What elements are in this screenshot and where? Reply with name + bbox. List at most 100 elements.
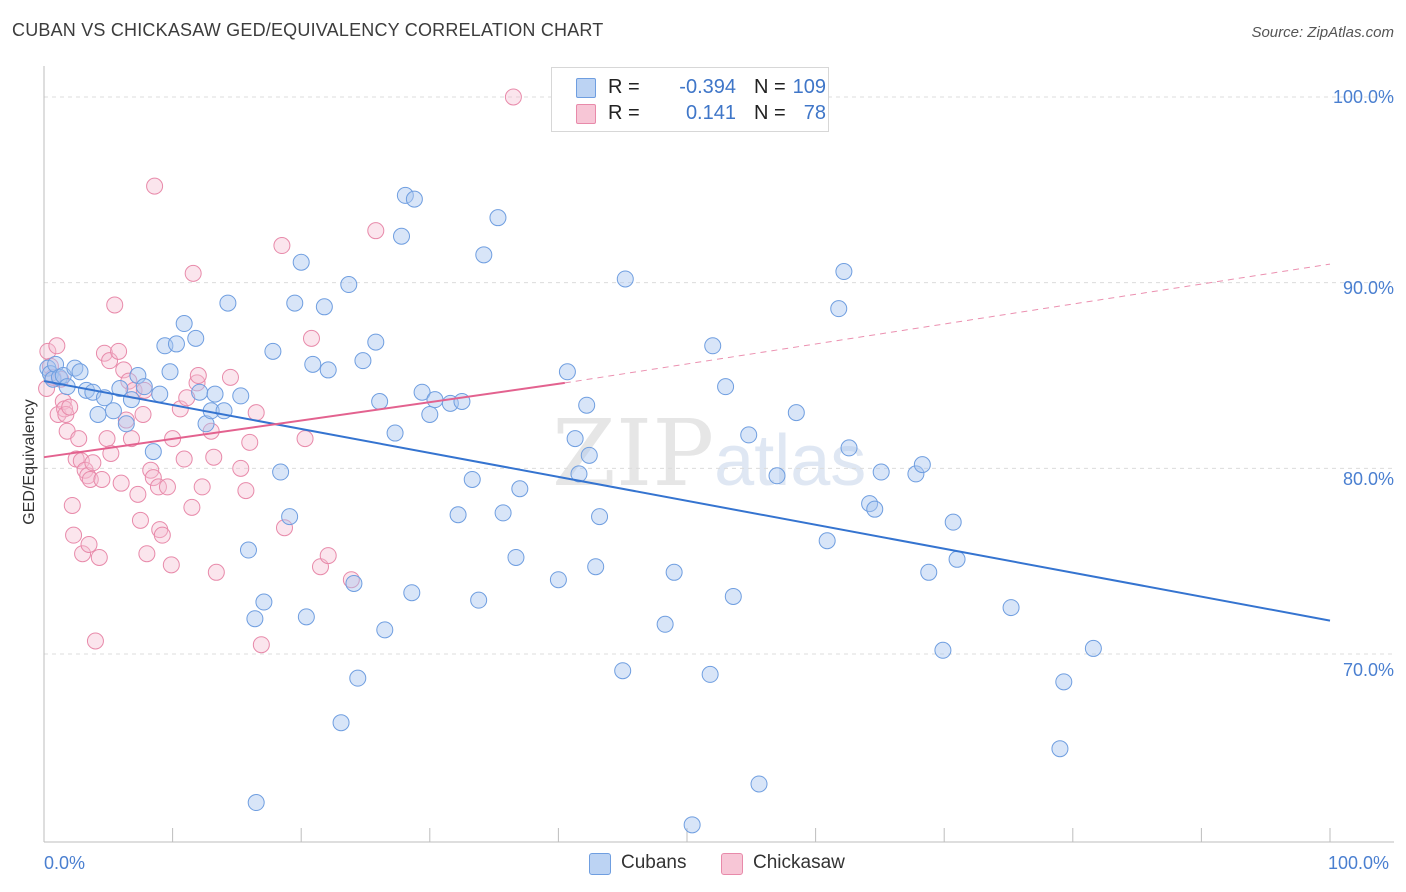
chickasaw-point-69 xyxy=(275,519,293,537)
cubans-point-78 xyxy=(587,558,605,576)
cubans-point-48 xyxy=(345,574,363,592)
cubans-point-36 xyxy=(255,593,273,611)
y-tick-label-90: 90.0% xyxy=(1342,278,1394,298)
cubans-point-89 xyxy=(740,426,758,444)
watermark-zip: ZIP xyxy=(552,400,715,507)
cubans-point-24 xyxy=(175,315,193,333)
correlation-legend: R = -0.394 N = 109 R = 0.141 N = 78 xyxy=(551,67,829,132)
cubans-point-19 xyxy=(144,443,162,461)
cubans-point-8 xyxy=(71,363,89,381)
cubans-point-29 xyxy=(206,385,224,403)
cubans-point-108 xyxy=(1051,740,1069,758)
chickasaw-point-76 xyxy=(504,88,522,106)
chickasaw-point-15 xyxy=(70,430,88,448)
cubans-point-50 xyxy=(354,352,372,370)
cubans-point-71 xyxy=(511,480,529,498)
chickasaw-point-68 xyxy=(273,237,291,255)
cubans-point-94 xyxy=(830,300,848,318)
chickasaw-point-39 xyxy=(131,511,149,529)
chickasaw-point-71 xyxy=(302,329,320,347)
chickasaw-point-56 xyxy=(184,264,202,282)
cubans-point-34 xyxy=(246,610,264,628)
cubans-point-33 xyxy=(239,541,257,559)
legend-n-value-chickasaw: 78 xyxy=(803,102,826,124)
cubans-point-35 xyxy=(247,794,265,812)
cubans-point-98 xyxy=(866,500,884,518)
chickasaw-point-67 xyxy=(252,636,270,654)
chickasaw-point-31 xyxy=(110,342,128,360)
chickasaw-point-40 xyxy=(134,405,152,423)
cubans-point-91 xyxy=(768,467,786,485)
chickasaw-point-46 xyxy=(149,478,167,496)
cubans-point-13 xyxy=(104,402,122,420)
chickasaw-point-25 xyxy=(93,470,111,488)
cubans-point-76 xyxy=(578,396,596,414)
chickasaw-point-48 xyxy=(153,526,171,544)
chickasaw-point-35 xyxy=(120,372,138,390)
cubans-point-92 xyxy=(787,404,805,422)
cubans-point-51 xyxy=(367,333,385,351)
watermark-atlas: atlas xyxy=(714,421,867,501)
cubans-point-75 xyxy=(570,465,588,483)
chickasaw-point-54 xyxy=(178,389,196,407)
cubans-point-66 xyxy=(470,591,488,609)
cubans-point-103 xyxy=(934,641,952,659)
cubans-point-22 xyxy=(161,363,179,381)
legend-n-label: N = xyxy=(754,102,786,124)
chickasaw-point-58 xyxy=(193,478,211,496)
cubans-point-100 xyxy=(907,465,925,483)
chickasaw-point-4 xyxy=(48,337,66,355)
chickasaw-point-60 xyxy=(205,448,223,466)
cubans-point-11 xyxy=(89,405,107,423)
chickasaw-point-34 xyxy=(117,411,135,429)
chickasaw-point-49 xyxy=(158,478,176,496)
cubans-point-41 xyxy=(292,253,310,271)
cubans-point-52 xyxy=(371,392,389,410)
cubans-point-42 xyxy=(297,608,315,626)
chickasaw-point-77 xyxy=(189,367,207,384)
chickasaw-point-75 xyxy=(367,222,385,240)
chickasaw-point-1 xyxy=(39,342,57,360)
bottom-legend-label-chickasaw: Chickasaw xyxy=(753,852,845,873)
cubans-point-67 xyxy=(475,246,493,264)
legend-r-value-cubans: -0.394 xyxy=(679,76,736,98)
cubans-point-45 xyxy=(319,361,337,379)
chickasaw-point-44 xyxy=(144,469,162,487)
chickasaw-point-62 xyxy=(221,368,239,386)
bottom-legend-swatch-cubans xyxy=(589,853,611,875)
legend-r-label: R = xyxy=(608,76,640,98)
y-tick-label-80: 80.0% xyxy=(1342,469,1394,489)
chickasaw-point-70 xyxy=(296,430,314,448)
cubans-point-53 xyxy=(376,621,394,639)
cubans-point-43 xyxy=(304,355,322,373)
bottom-legend-swatch-chickasaw xyxy=(721,853,743,875)
cubans-point-79 xyxy=(591,508,609,526)
chickasaw-point-21 xyxy=(81,470,99,488)
cubans-point-26 xyxy=(191,383,209,401)
cubans-point-31 xyxy=(219,294,237,312)
chickasaw-point-13 xyxy=(65,526,83,544)
cubans-point-101 xyxy=(913,456,931,474)
cubans-point-77 xyxy=(580,446,598,464)
cubans-point-38 xyxy=(272,463,290,481)
x-tick-label-max: 100.0% xyxy=(1328,853,1390,873)
cubans-point-95 xyxy=(835,263,853,281)
cubans-point-90 xyxy=(750,775,768,793)
cubans-point-72 xyxy=(549,571,567,589)
bottom-legend-label-cubans: Cubans xyxy=(621,852,687,873)
legend-swatch-cubans xyxy=(576,78,596,98)
cubans-point-102 xyxy=(920,563,938,581)
chickasaw-point-20 xyxy=(80,535,98,553)
chickasaw-point-53 xyxy=(175,450,193,468)
cubans-point-60 xyxy=(421,405,439,423)
legend-swatch-chickasaw xyxy=(576,104,596,124)
cubans-point-59 xyxy=(413,383,431,401)
cubans-point-96 xyxy=(840,439,858,457)
chickasaw-point-17 xyxy=(74,545,92,563)
cubans-point-104 xyxy=(944,513,962,531)
cubans-point-93 xyxy=(818,532,836,550)
legend-n-value-cubans: 109 xyxy=(792,76,826,98)
chickasaw-point-38 xyxy=(129,485,147,503)
chickasaw-trend-line xyxy=(43,381,565,459)
